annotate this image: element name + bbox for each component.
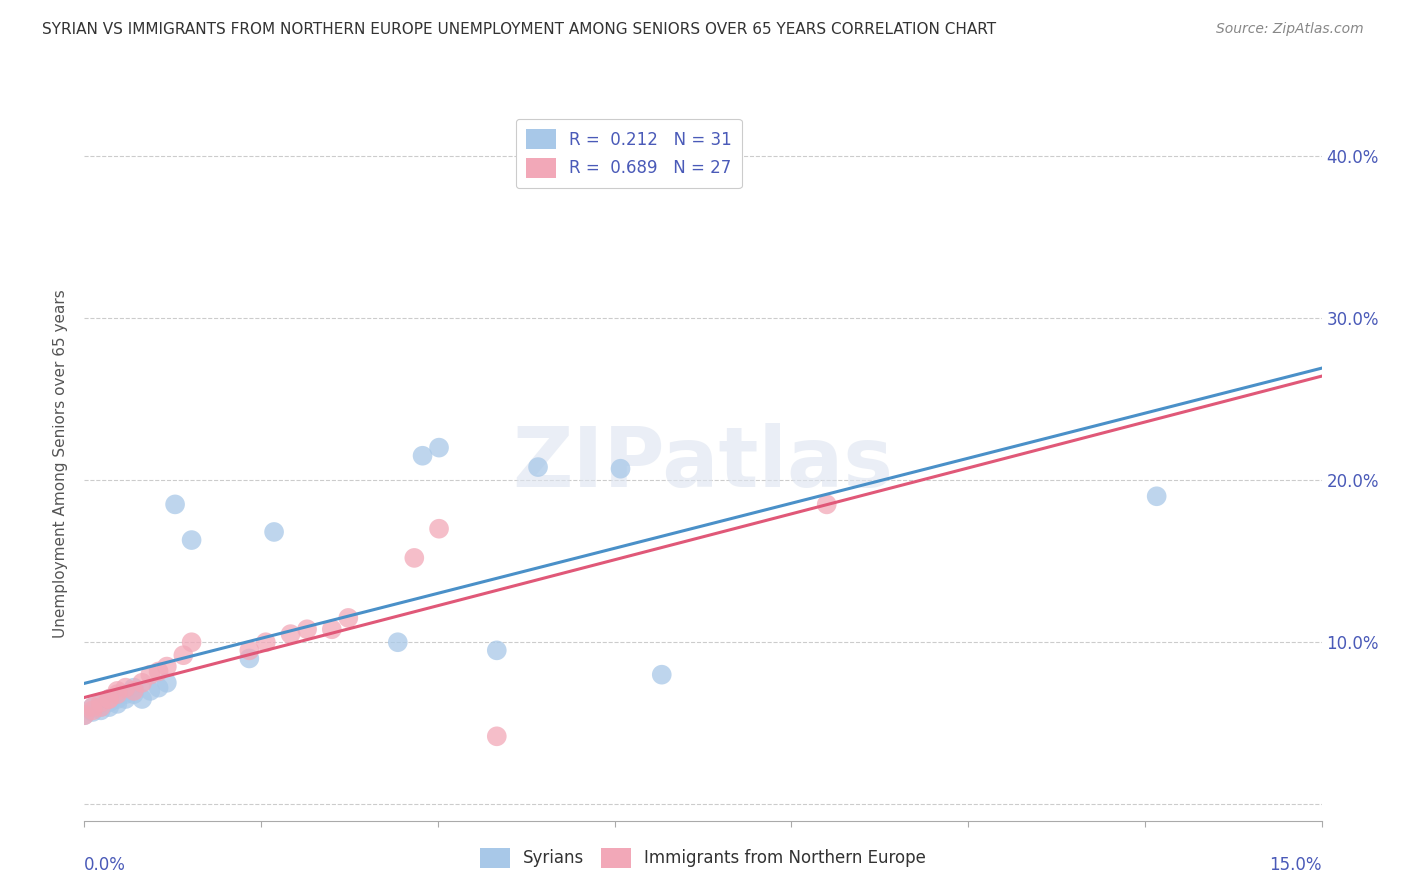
Point [427, 522, 450, 536]
Point [73, 708, 96, 723]
Point [280, 627, 302, 641]
Text: 15.0%: 15.0% [1270, 856, 1322, 874]
Point [485, 643, 508, 657]
Point [105, 684, 128, 698]
Text: Source: ZipAtlas.com: Source: ZipAtlas.com [1216, 22, 1364, 37]
Point [114, 687, 136, 701]
Point [156, 675, 179, 690]
Point [238, 651, 260, 665]
Point [105, 692, 128, 706]
Point [609, 461, 631, 475]
Point [427, 441, 450, 455]
Point [337, 611, 360, 625]
Point [238, 643, 260, 657]
Point [82, 700, 104, 714]
Point [131, 675, 153, 690]
Point [139, 667, 162, 681]
Point [98, 692, 121, 706]
Point [114, 692, 136, 706]
Point [404, 550, 426, 565]
Point [105, 687, 128, 701]
Point [180, 533, 202, 547]
Point [90, 700, 112, 714]
Point [122, 684, 145, 698]
Point [98, 695, 121, 709]
Point [105, 697, 128, 711]
Point [527, 460, 550, 475]
Point [90, 697, 112, 711]
Legend: R =  0.212   N = 31, R =  0.689   N = 27: R = 0.212 N = 31, R = 0.689 N = 27 [516, 119, 742, 188]
Point [73, 708, 96, 723]
Text: ZIPatlas: ZIPatlas [513, 424, 893, 504]
Point [82, 703, 104, 717]
Point [90, 700, 112, 714]
Point [321, 622, 343, 636]
Text: 0.0%: 0.0% [84, 856, 127, 874]
Point [485, 729, 508, 743]
Point [165, 497, 187, 511]
Point [156, 659, 179, 673]
Text: SYRIAN VS IMMIGRANTS FROM NORTHERN EUROPE UNEMPLOYMENT AMONG SENIORS OVER 65 YEA: SYRIAN VS IMMIGRANTS FROM NORTHERN EUROP… [42, 22, 997, 37]
Point [263, 524, 285, 539]
Point [122, 687, 145, 701]
Point [1146, 489, 1168, 503]
Point [90, 695, 112, 709]
Legend: Syrians, Immigrants from Northern Europe: Syrians, Immigrants from Northern Europe [472, 841, 934, 875]
Point [131, 692, 153, 706]
Point [98, 692, 121, 706]
Point [114, 681, 136, 695]
Point [412, 449, 434, 463]
Point [254, 635, 277, 649]
Y-axis label: Unemployment Among Seniors over 65 years: Unemployment Among Seniors over 65 years [53, 290, 69, 638]
Point [82, 700, 104, 714]
Point [172, 648, 194, 663]
Point [122, 681, 145, 695]
Point [148, 665, 170, 679]
Point [295, 622, 318, 636]
Point [98, 700, 121, 714]
Point [90, 703, 112, 717]
Point [82, 705, 104, 719]
Point [139, 684, 162, 698]
Point [180, 635, 202, 649]
Point [651, 667, 673, 681]
Point [815, 497, 838, 511]
Point [387, 635, 409, 649]
Point [148, 681, 170, 695]
Point [98, 692, 121, 706]
